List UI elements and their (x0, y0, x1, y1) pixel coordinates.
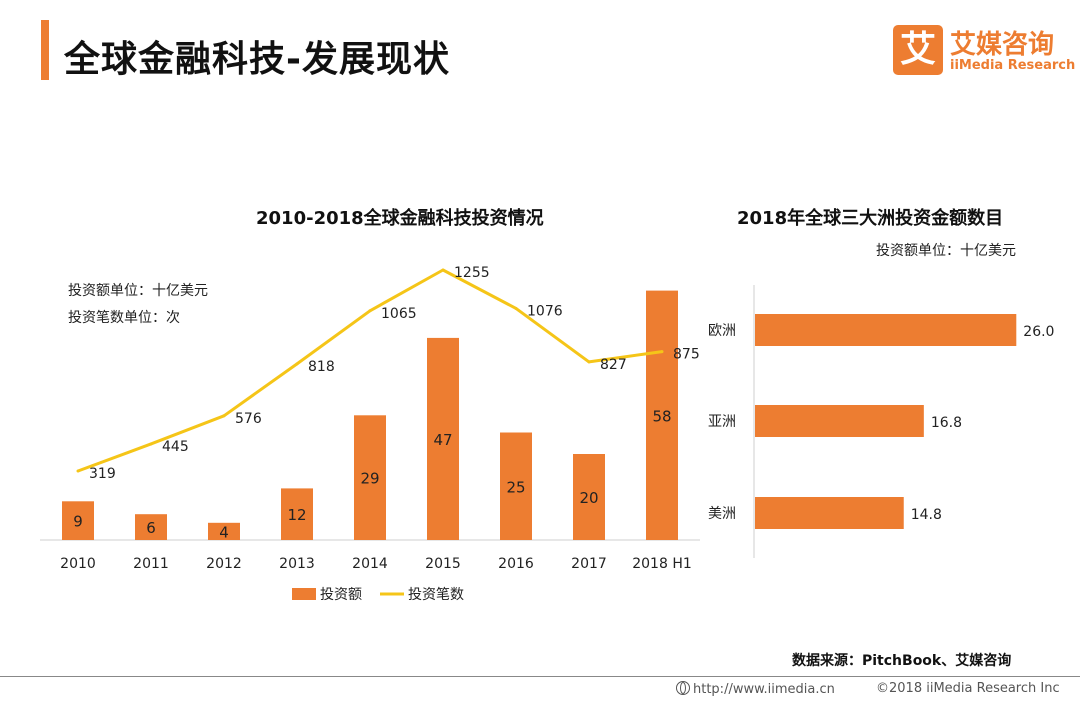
hbar-label-1: 16.8 (931, 415, 962, 431)
x-tick-8: 2018 H1 (632, 556, 692, 572)
line-label-0: 319 (89, 466, 116, 482)
x-tick-2: 2012 (206, 556, 242, 572)
hbar-0 (755, 314, 1017, 346)
globe-icon (676, 681, 690, 695)
line-point-3 (295, 362, 299, 366)
bar-2011 (135, 514, 167, 540)
count-unit-label: 投资笔数单位：次 (68, 310, 180, 326)
line-point-1 (149, 442, 153, 446)
y-tick-1: 亚洲 (708, 414, 736, 430)
line-point-6 (514, 306, 518, 310)
hbar-label-2: 14.8 (911, 507, 942, 523)
footer-url[interactable]: http://www.iimedia.cn (676, 681, 835, 697)
bar-label-8: 58 (652, 407, 671, 425)
x-tick-7: 2017 (571, 556, 607, 572)
line-label-4: 1065 (381, 306, 417, 322)
legend-swatch-amount (292, 588, 316, 600)
bar-label-4: 29 (360, 470, 379, 488)
line-label-2: 576 (235, 411, 262, 427)
bar-label-2: 4 (219, 523, 229, 541)
bar-label-6: 25 (506, 478, 525, 496)
data-source: 数据来源：PitchBook、艾媒咨询 (792, 653, 1012, 669)
x-tick-0: 2010 (60, 556, 96, 572)
bar-label-3: 12 (287, 506, 306, 524)
line-point-8 (660, 350, 664, 354)
y-tick-0: 欧洲 (708, 323, 736, 339)
bar-label-5: 47 (433, 431, 452, 449)
bar-2014 (354, 415, 386, 540)
amount-unit-label: 投资额单位：十亿美元 (68, 283, 208, 299)
page-title: 全球金融科技-发展现状 (64, 39, 450, 80)
x-tick-5: 2015 (425, 556, 461, 572)
logo-mark: 艾 (893, 25, 943, 75)
bar-2013 (281, 488, 313, 540)
x-tick-1: 2011 (133, 556, 169, 572)
bar-2017 (573, 454, 605, 540)
x-tick-3: 2013 (279, 556, 315, 572)
line-point-2 (222, 414, 226, 418)
line-label-5: 1255 (454, 265, 490, 281)
line-label-8: 875 (673, 347, 700, 363)
bar-2012 (208, 522, 240, 540)
bar-2016 (500, 432, 532, 540)
hbar-label-0: 26.0 (1023, 324, 1054, 340)
bar-2015 (427, 337, 459, 540)
line-label-6: 1076 (527, 303, 563, 319)
line-point-0 (76, 469, 80, 473)
footer-url-text[interactable]: http://www.iimedia.cn (693, 682, 835, 697)
x-tick-4: 2014 (352, 556, 388, 572)
title-accent-bar (41, 20, 49, 80)
line-label-1: 445 (162, 439, 189, 455)
bar-2010 (62, 501, 94, 540)
hbar-1 (755, 405, 924, 437)
logo-chinese: 艾媒咨询 (950, 30, 1055, 60)
bar-2018H1 (646, 290, 678, 540)
y-tick-2: 美洲 (708, 506, 736, 522)
bar-label-7: 20 (579, 489, 598, 507)
legend-label-amount: 投资额 (320, 587, 362, 603)
line-point-5 (441, 268, 445, 272)
footer-divider (0, 676, 1080, 677)
x-tick-6: 2016 (498, 556, 534, 572)
right-chart-title: 2018年全球三大洲投资金额数目 (737, 208, 1004, 229)
right-unit-label: 投资额单位：十亿美元 (876, 243, 1016, 259)
line-point-4 (368, 309, 372, 313)
footer-copyright: ©2018 iiMedia Research Inc (876, 681, 1060, 696)
line-label-7: 827 (600, 357, 627, 373)
bar-label-0: 9 (73, 513, 83, 531)
line-label-3: 818 (308, 359, 335, 375)
legend-label-count: 投资笔数 (408, 587, 464, 603)
line-point-7 (587, 360, 591, 364)
hbar-2 (755, 497, 904, 529)
bar-label-1: 6 (146, 519, 156, 537)
left-chart-title: 2010-2018全球金融科技投资情况 (256, 208, 544, 229)
logo-english: iiMedia Research (950, 58, 1076, 73)
